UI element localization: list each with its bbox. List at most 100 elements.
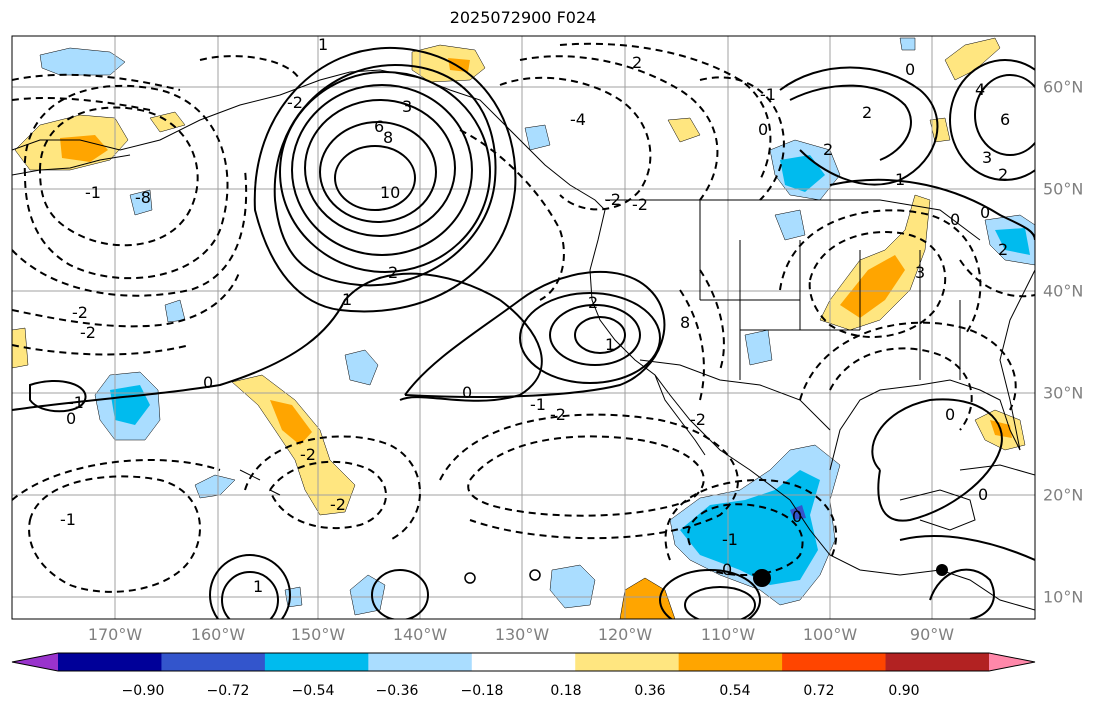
- negative-anomaly-small-7: [524, 124, 551, 151]
- lat-label: 50°N: [1043, 179, 1084, 199]
- colorbar-segment: [885, 653, 990, 671]
- contour-label-1i: -1: [722, 530, 738, 549]
- contour-label-1e: 1: [605, 335, 615, 354]
- contour-low-mid: [371, 569, 429, 619]
- contour-ca-mid: [549, 304, 641, 366]
- contour-label-3a: 3: [402, 97, 412, 116]
- contour-neg-mex-2: [664, 478, 838, 561]
- lon-label: 140°W: [392, 625, 448, 644]
- lon-label: 150°W: [290, 625, 346, 644]
- lat-label: 10°N: [1043, 587, 1084, 607]
- contour-label-2g: 2: [588, 293, 598, 312]
- contour-label-2h: -2: [550, 405, 566, 424]
- contour-label-1d: -1: [85, 183, 101, 202]
- contour-label-2p: -2: [287, 93, 303, 112]
- colorbar-tick: −0.36: [375, 683, 419, 699]
- plot-frame: [11, 35, 1036, 620]
- contour-neg-aleutian-2: [12, 97, 151, 111]
- colorbar-outline: [11, 652, 1036, 672]
- lon-label: 110°W: [700, 625, 756, 644]
- lat-label: 40°N: [1043, 281, 1084, 301]
- contour-neg-westak-3: [12, 169, 248, 297]
- contour-1: [253, 46, 517, 313]
- contour-neg-west-mt: [699, 269, 725, 371]
- colorbar: [11, 652, 1036, 672]
- negative-anomaly-small-6: [129, 189, 153, 216]
- contour-neg-nw-cascade: [459, 129, 565, 301]
- contour-neg-mex-1: [687, 503, 804, 576]
- positive-anomaly-subtrop-core: [270, 400, 312, 445]
- contour-label-1a: 1: [318, 35, 328, 54]
- contour-ca-1: [404, 270, 666, 398]
- contour-label-10: 10: [380, 183, 400, 202]
- colorbar-segment: [58, 653, 162, 671]
- colorbar-tick: 0.54: [719, 683, 751, 699]
- lon-label: 120°W: [597, 625, 653, 644]
- us-mexico-border: [639, 359, 831, 431]
- colorbar-tick: 0.90: [888, 683, 920, 699]
- contour-quebec: [779, 66, 939, 186]
- alaska-coast: [12, 69, 606, 211]
- contour-label-0c: 0: [462, 383, 472, 402]
- colorbar-tick: −0.54: [291, 683, 335, 699]
- contour-quebec-2: [789, 84, 912, 161]
- contour-label-2d: 2: [632, 53, 642, 72]
- contour-label-1h: 1: [253, 577, 263, 596]
- contour-label-0f: 0: [945, 405, 955, 424]
- negative-anomaly-mw: [774, 209, 806, 241]
- contour-label-1f: -1: [530, 395, 546, 414]
- contour-3: [279, 71, 491, 273]
- contours: [12, 42, 1035, 619]
- yucatan: [899, 489, 976, 531]
- baja: [654, 374, 706, 456]
- contour-gulf-solid: [871, 398, 1003, 522]
- lat-label: 30°N: [1043, 383, 1084, 403]
- contour-neg-sub-2: [439, 413, 739, 540]
- lon-label: 90°W: [909, 625, 955, 644]
- contour-neg-sub-1: [467, 435, 705, 517]
- colorbar-extend-max: [989, 653, 1035, 671]
- contour-label-2b: -2: [72, 303, 88, 322]
- colorbar-extend-min: [12, 653, 58, 671]
- contour-low-left: [209, 554, 291, 619]
- contour-label-0h: 0: [950, 210, 960, 229]
- colorbar-segment: [782, 653, 887, 671]
- contour-label-6: 6: [374, 117, 384, 136]
- negative-anomaly-small-10: [899, 37, 916, 51]
- contour-low-right-2: [684, 586, 756, 619]
- contour-label-3c: 3: [915, 263, 925, 282]
- contour-neg-aleutian: [12, 73, 181, 91]
- lat-label: 20°N: [1043, 485, 1084, 505]
- contour-label-2n: 2: [998, 165, 1008, 184]
- colorbar-segment: [368, 653, 473, 671]
- contour-label-1b: 1: [342, 290, 352, 309]
- positive-anomaly-gulfak-core: [448, 58, 470, 72]
- contour-label-1j: 1: [895, 170, 905, 189]
- contour-label-0e: 0: [792, 507, 802, 526]
- negative-anomaly-nw: [39, 47, 126, 76]
- colorbar-tick: 0.72: [803, 683, 835, 699]
- contour-neg-westak-2: [23, 84, 229, 280]
- contour-label-2m: 2: [823, 140, 833, 159]
- state-lines: [699, 200, 961, 380]
- canada-border: [605, 199, 981, 241]
- lon-label: 100°W: [802, 625, 858, 644]
- contour-neg-sub-6: [12, 459, 221, 501]
- mexico-coast: [789, 499, 1035, 611]
- contour-label-4b: 4: [975, 80, 985, 99]
- contour-10: [334, 145, 416, 211]
- contour-east-solid: [829, 178, 1035, 241]
- contour-labels: 1 3 6 8 10 2 1 0 -1 0 -2 -2 -1 -8 2 -4 -…: [60, 35, 1010, 596]
- lon-label: 170°W: [87, 625, 143, 644]
- contour-label-0a: 0: [203, 373, 213, 392]
- contour-ne-high-2: [949, 59, 1035, 181]
- contour-ca-inner: [574, 316, 626, 354]
- contour-label-0i: 0: [980, 203, 990, 222]
- gulf-coast: [829, 379, 1021, 471]
- lat-label: 60°N: [1043, 77, 1084, 97]
- plot-background: [12, 36, 1035, 619]
- contour-label-0k: 0: [758, 120, 768, 139]
- contour-neg-west-3: [12, 344, 191, 356]
- contour-6: [304, 99, 456, 237]
